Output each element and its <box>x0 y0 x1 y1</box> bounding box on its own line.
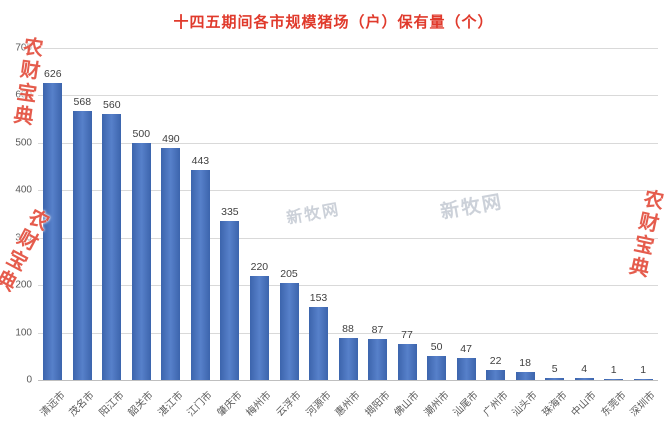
y-axis-tick-label: 0 <box>26 374 32 386</box>
bar <box>368 338 387 380</box>
bar <box>43 83 63 380</box>
bar-value-label: 50 <box>430 341 443 354</box>
x-axis-category-label: 佛山市 <box>392 389 422 419</box>
x-axis-category-label: 中山市 <box>569 389 599 419</box>
gridline <box>38 48 658 49</box>
gridline <box>38 190 658 192</box>
bar-value-label: 88 <box>342 323 354 336</box>
x-axis-category-label: 潮州市 <box>422 389 452 419</box>
bar-value-label: 205 <box>280 267 298 280</box>
x-axis-category-label: 梅州市 <box>245 389 274 419</box>
bar-value-label: 443 <box>191 154 210 167</box>
x-axis-category-label: 惠州市 <box>333 389 363 419</box>
bar <box>397 343 417 380</box>
x-axis-category-label: 广州市 <box>481 389 511 419</box>
bar <box>220 221 240 380</box>
bar-value-label: 335 <box>221 206 239 219</box>
y-axis-tick-label: 100 <box>15 327 32 339</box>
x-axis-category-label: 揭阳市 <box>363 389 393 419</box>
bar-value-label: 77 <box>401 328 413 341</box>
bar-value-label: 490 <box>162 132 180 145</box>
bar <box>279 282 299 380</box>
bar <box>604 379 624 380</box>
bar-value-label: 4 <box>581 363 588 376</box>
y-axis-tick-label: 400 <box>15 184 32 196</box>
bar <box>574 378 594 380</box>
gridline <box>38 332 658 334</box>
bar-value-label: 626 <box>44 68 62 81</box>
bar-value-label: 568 <box>73 95 92 108</box>
bar-value-label: 1 <box>640 364 647 376</box>
bar <box>161 147 181 380</box>
chart-title: 十四五期间各市规模猪场（户）保有量（个） <box>173 14 494 31</box>
bar <box>338 338 358 380</box>
bar-value-label: 22 <box>489 354 502 367</box>
gridline <box>38 95 658 97</box>
x-axis-category-label: 深圳市 <box>628 389 658 419</box>
bar <box>102 114 122 380</box>
bar <box>545 377 565 380</box>
x-axis-category-label: 肇庆市 <box>215 389 245 419</box>
bar-value-label: 220 <box>250 260 269 273</box>
x-axis-category-label: 清远市 <box>38 389 68 419</box>
bar <box>249 275 269 380</box>
y-axis-tick-label: 300 <box>15 232 32 244</box>
bar <box>427 356 447 380</box>
x-axis-line <box>38 380 658 381</box>
x-axis-category-label: 江门市 <box>186 389 215 419</box>
bar <box>190 169 210 380</box>
x-axis-category-label: 河源市 <box>304 389 334 419</box>
bar <box>515 371 535 380</box>
gridline <box>38 285 658 287</box>
x-axis-category-label: 韶关市 <box>126 389 156 419</box>
bar <box>633 379 653 380</box>
bar-value-label: 5 <box>551 362 558 375</box>
y-axis-tick-label: 200 <box>15 279 32 291</box>
bar-value-label: 18 <box>519 356 531 369</box>
gridline <box>38 237 658 239</box>
x-axis-category-label: 东莞市 <box>599 389 629 419</box>
bar-value-label: 153 <box>309 292 328 305</box>
y-axis-tick-label: 700 <box>15 42 32 54</box>
bar-value-label: 560 <box>103 99 121 112</box>
bar-value-label: 1 <box>610 364 617 376</box>
x-axis-category-label: 珠海市 <box>540 389 570 419</box>
bar <box>486 369 506 380</box>
bar <box>131 142 151 380</box>
y-axis-tick-label: 500 <box>15 137 32 149</box>
gridline <box>38 142 658 144</box>
x-axis-category-label: 茂名市 <box>67 389 97 419</box>
bar <box>72 110 92 380</box>
x-axis-category-label: 汕头市 <box>510 389 540 419</box>
bar <box>456 357 476 380</box>
bar-value-label: 47 <box>460 342 472 355</box>
y-axis-tick-label: 600 <box>15 89 32 101</box>
x-axis-category-label: 阳江市 <box>97 389 127 419</box>
x-axis-category-label: 汕尾市 <box>451 389 481 419</box>
bar <box>309 307 328 380</box>
bar-value-label: 500 <box>132 127 151 140</box>
x-axis-category-label: 湛江市 <box>156 389 186 419</box>
x-axis-category-label: 云浮市 <box>274 389 304 419</box>
bar-value-label: 87 <box>371 323 384 336</box>
